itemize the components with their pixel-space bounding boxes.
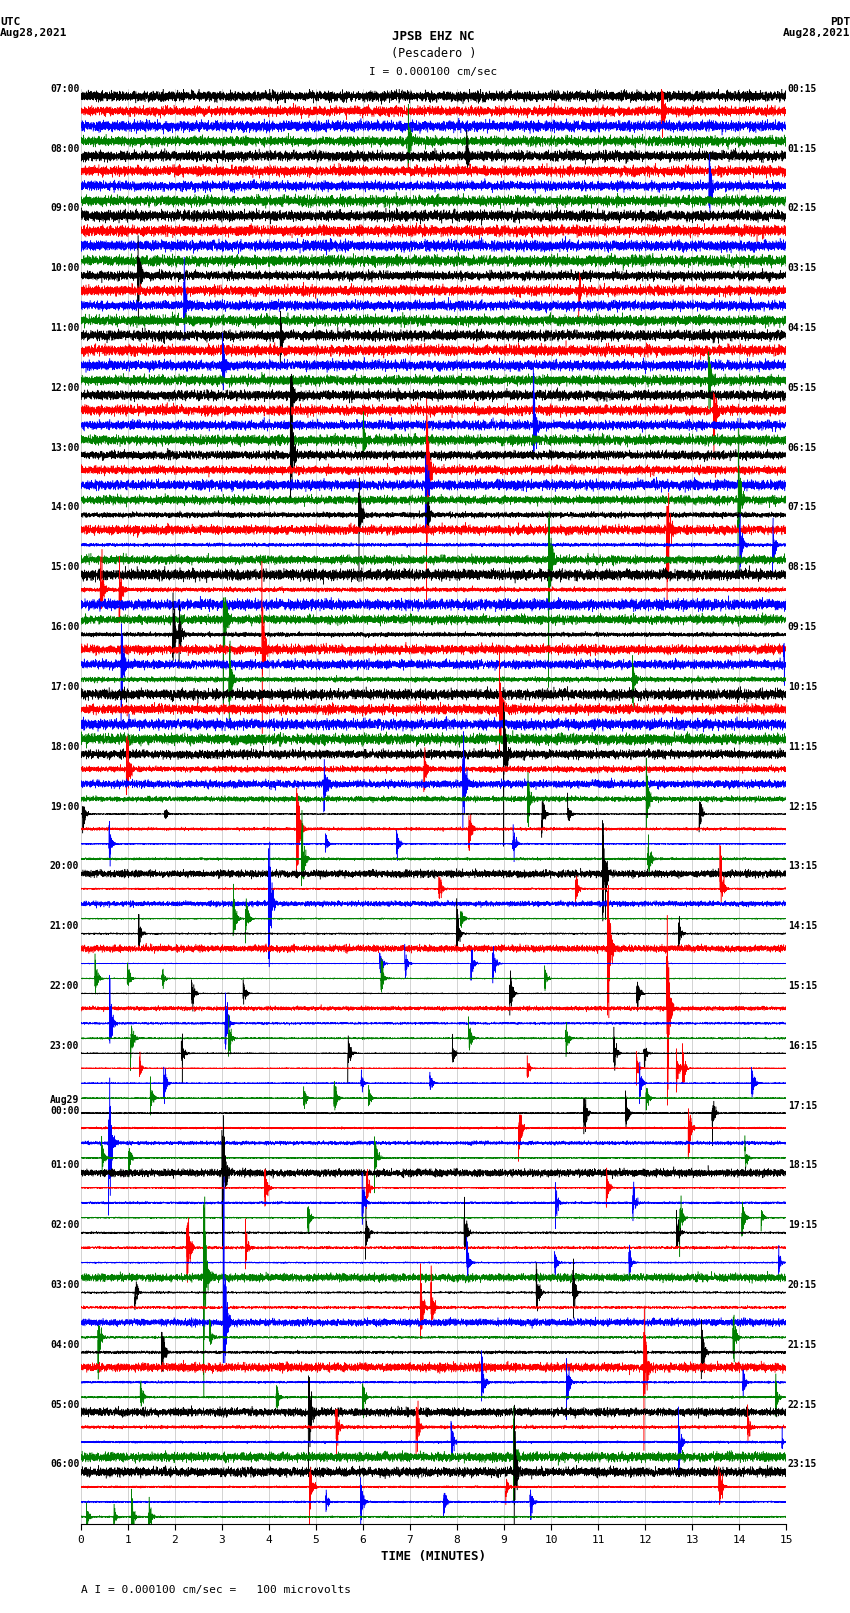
Text: 17:00: 17:00	[50, 682, 79, 692]
Text: 01:15: 01:15	[788, 144, 817, 153]
Text: 03:15: 03:15	[788, 263, 817, 273]
Text: 14:00: 14:00	[50, 502, 79, 513]
Text: 16:00: 16:00	[50, 623, 79, 632]
Text: 06:00: 06:00	[50, 1460, 79, 1469]
Text: 13:15: 13:15	[788, 861, 817, 871]
Text: 08:15: 08:15	[788, 563, 817, 573]
Text: 03:00: 03:00	[50, 1281, 79, 1290]
Text: A I = 0.000100 cm/sec =   100 microvolts: A I = 0.000100 cm/sec = 100 microvolts	[81, 1584, 351, 1595]
Text: I = 0.000100 cm/sec: I = 0.000100 cm/sec	[370, 68, 497, 77]
Text: 15:15: 15:15	[788, 981, 817, 990]
Text: PDT
Aug28,2021: PDT Aug28,2021	[783, 16, 850, 39]
Text: 15:00: 15:00	[50, 563, 79, 573]
Text: 10:00: 10:00	[50, 263, 79, 273]
Text: 08:00: 08:00	[50, 144, 79, 153]
Text: 21:00: 21:00	[50, 921, 79, 931]
Text: 18:00: 18:00	[50, 742, 79, 752]
Text: 23:00: 23:00	[50, 1040, 79, 1050]
Text: 01:00: 01:00	[50, 1160, 79, 1171]
Text: 21:15: 21:15	[788, 1340, 817, 1350]
Text: Aug29
00:00: Aug29 00:00	[50, 1095, 79, 1116]
Text: JPSB EHZ NC: JPSB EHZ NC	[392, 29, 475, 44]
Text: 22:00: 22:00	[50, 981, 79, 990]
Text: 09:15: 09:15	[788, 623, 817, 632]
Text: 05:15: 05:15	[788, 382, 817, 394]
Text: 20:00: 20:00	[50, 861, 79, 871]
Text: 04:00: 04:00	[50, 1340, 79, 1350]
Text: 11:15: 11:15	[788, 742, 817, 752]
Text: 13:00: 13:00	[50, 442, 79, 453]
Text: 09:00: 09:00	[50, 203, 79, 213]
Text: 14:15: 14:15	[788, 921, 817, 931]
Text: 16:15: 16:15	[788, 1040, 817, 1050]
Text: 18:15: 18:15	[788, 1160, 817, 1171]
Text: 22:15: 22:15	[788, 1400, 817, 1410]
Text: 05:00: 05:00	[50, 1400, 79, 1410]
Text: 07:15: 07:15	[788, 502, 817, 513]
Text: 02:00: 02:00	[50, 1219, 79, 1231]
X-axis label: TIME (MINUTES): TIME (MINUTES)	[381, 1550, 486, 1563]
Text: 11:00: 11:00	[50, 323, 79, 332]
Text: 20:15: 20:15	[788, 1281, 817, 1290]
Text: 10:15: 10:15	[788, 682, 817, 692]
Text: 00:15: 00:15	[788, 84, 817, 94]
Text: 17:15: 17:15	[788, 1100, 817, 1111]
Text: 07:00: 07:00	[50, 84, 79, 94]
Text: UTC
Aug28,2021: UTC Aug28,2021	[0, 16, 67, 39]
Text: 06:15: 06:15	[788, 442, 817, 453]
Text: 19:15: 19:15	[788, 1219, 817, 1231]
Text: 02:15: 02:15	[788, 203, 817, 213]
Text: 19:00: 19:00	[50, 802, 79, 811]
Text: 23:15: 23:15	[788, 1460, 817, 1469]
Text: 12:15: 12:15	[788, 802, 817, 811]
Text: 12:00: 12:00	[50, 382, 79, 394]
Text: (Pescadero ): (Pescadero )	[391, 47, 476, 60]
Text: 04:15: 04:15	[788, 323, 817, 332]
